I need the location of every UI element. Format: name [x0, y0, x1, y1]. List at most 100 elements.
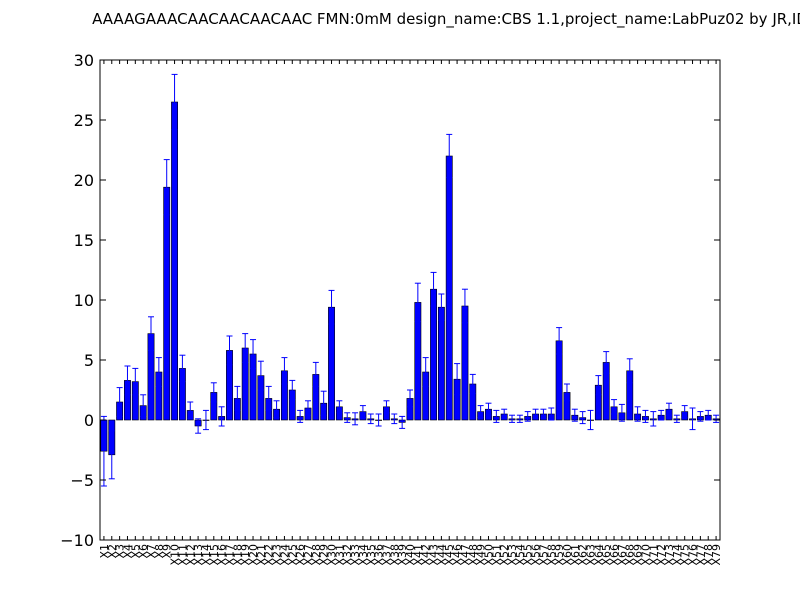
- x-tick-label: X23: [271, 544, 284, 566]
- x-tick-label: X30: [326, 544, 339, 566]
- error-bar-X1: [100, 415, 107, 487]
- x-tick-label: X31: [333, 544, 346, 566]
- error-bar-X64: [595, 375, 602, 396]
- y-tick-label: 15: [74, 231, 94, 250]
- error-bar-X75: [681, 405, 688, 419]
- error-bar-X72: [658, 409, 665, 421]
- x-tick-label: X48: [467, 544, 480, 566]
- error-bar-X17: [226, 335, 233, 366]
- x-tick-label: X18: [231, 544, 244, 566]
- x-tick-label: X71: [647, 544, 660, 566]
- x-tick-label: X43: [428, 544, 441, 566]
- error-bar-X3: [116, 387, 123, 417]
- x-tick-label: X49: [475, 544, 488, 566]
- error-bar-X7: [148, 316, 155, 351]
- error-bar-X6: [140, 394, 147, 417]
- error-bar-X56: [532, 408, 539, 420]
- error-bar-X54: [516, 414, 523, 423]
- y-tick-label: 10: [74, 291, 94, 310]
- error-bar-X8: [155, 357, 162, 387]
- error-bar-X25: [289, 379, 296, 401]
- error-bar-X74: [673, 414, 680, 423]
- x-tick-label: X78: [702, 544, 715, 566]
- x-tick-label: X57: [537, 544, 550, 566]
- y-tick-label: 20: [74, 171, 94, 190]
- error-bar-X71: [650, 411, 657, 427]
- x-tick-label: X58: [545, 544, 558, 566]
- error-bar-X48: [469, 373, 476, 395]
- x-tick-label: X27: [302, 544, 315, 566]
- x-tick-label: X41: [412, 544, 425, 566]
- x-tick-label: X75: [679, 544, 692, 566]
- x-tick-label: X55: [522, 544, 535, 566]
- x-tick-label: X28: [310, 544, 323, 566]
- x-tick-label: X52: [498, 544, 511, 566]
- error-bar-X73: [665, 402, 672, 416]
- x-tick-label: X64: [592, 544, 605, 566]
- error-bar-X62: [579, 411, 586, 425]
- error-bar-X33: [352, 412, 359, 426]
- error-bar-X67: [618, 403, 625, 422]
- x-tick-label: X46: [451, 544, 464, 566]
- error-bar-X52: [501, 408, 508, 420]
- plot-frame: [99, 59, 721, 541]
- error-bar-X50: [485, 402, 492, 416]
- x-tick-label: X10: [169, 544, 182, 566]
- error-bar-X66: [611, 399, 618, 415]
- x-tick-label: X29: [318, 544, 331, 566]
- x-tick-label: X19: [239, 544, 252, 566]
- error-bar-X78: [705, 409, 712, 421]
- error-bar-X42: [422, 357, 429, 387]
- error-bar-X27: [304, 400, 311, 416]
- y-tick-label: 25: [74, 111, 94, 130]
- error-bar-X45: [446, 133, 453, 179]
- error-bar-X26: [297, 409, 304, 423]
- error-bar-X57: [540, 408, 547, 420]
- error-bar-X18: [234, 385, 241, 411]
- error-bar-X34: [359, 405, 366, 419]
- error-bar-X14: [202, 409, 209, 431]
- x-tick-label: X38: [388, 544, 401, 566]
- y-tick-label: 0: [84, 411, 94, 430]
- x-tick-label: X2: [106, 544, 119, 559]
- x-tick-label: X35: [365, 544, 378, 566]
- error-bar-X20: [250, 339, 257, 369]
- x-tick-label: X70: [639, 544, 652, 566]
- error-bar-X4: [124, 365, 131, 396]
- error-bar-X19: [242, 333, 249, 363]
- x-tick-label: X14: [200, 544, 213, 566]
- x-tick-label: X66: [608, 544, 621, 566]
- error-bar-X10: [171, 73, 178, 131]
- error-bar-X49: [477, 405, 484, 419]
- x-tick-label: X77: [694, 544, 707, 566]
- x-tick-label: X39: [396, 544, 409, 566]
- error-bar-X63: [587, 409, 594, 431]
- error-bar-X15: [210, 382, 217, 403]
- x-tick-label: X76: [687, 544, 700, 566]
- error-bar-X5: [132, 367, 139, 396]
- error-bar-X16: [218, 406, 225, 427]
- x-tick-label: X24: [278, 544, 291, 566]
- error-bar-X2: [108, 430, 115, 480]
- y-tick-label: 5: [84, 351, 94, 370]
- bar-X44: [437, 306, 445, 421]
- error-bar-X12: [187, 401, 194, 420]
- x-tick-label: X37: [380, 544, 393, 566]
- x-tick-label: X59: [553, 544, 566, 566]
- error-bar-X30: [328, 289, 335, 325]
- error-bar-X28: [312, 361, 319, 387]
- x-tick-label: X13: [192, 544, 205, 566]
- x-tick-label: X63: [585, 544, 598, 566]
- x-tick-label: X67: [616, 544, 629, 566]
- error-bar-X21: [257, 360, 264, 391]
- error-bar-X77: [697, 411, 704, 422]
- x-tick-label: X68: [624, 544, 637, 566]
- error-bar-X60: [563, 383, 570, 402]
- x-tick-label: X51: [490, 544, 503, 566]
- x-tick-label: X8: [153, 544, 166, 559]
- error-bar-X65: [603, 351, 610, 374]
- x-tick-label: X4: [121, 544, 134, 559]
- x-tick-label: X21: [255, 544, 268, 566]
- x-tick-label: X17: [223, 544, 236, 566]
